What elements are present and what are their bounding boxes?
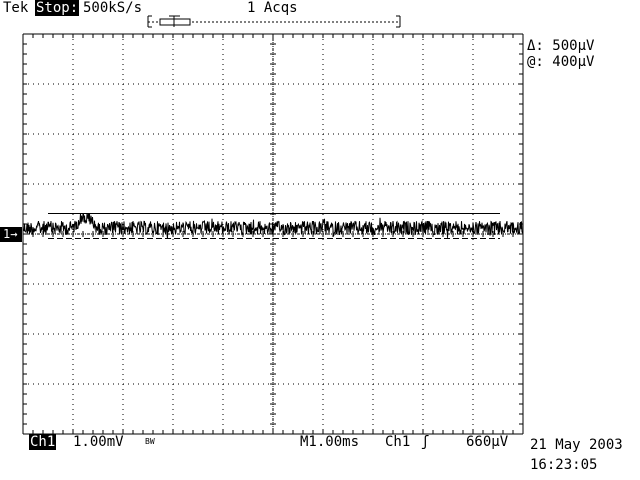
record-length-bar xyxy=(147,15,401,28)
cursor-delta-readout: Δ: 500µV xyxy=(527,38,595,54)
acquisition-count: 1 Acqs xyxy=(247,0,298,16)
graticule xyxy=(22,33,524,435)
cursor-lines[interactable] xyxy=(48,213,500,239)
run-state-badge[interactable]: Stop: xyxy=(35,0,80,16)
timebase-readout: M1.00ms xyxy=(300,434,360,450)
arrow-right-icon: → xyxy=(10,227,18,241)
channel-1-label[interactable]: Ch1 xyxy=(29,434,57,450)
date-stamp: 21 May 2003 xyxy=(530,437,623,453)
bandwidth-limit-indicator: BW xyxy=(145,437,155,446)
time-stamp: 16:23:05 xyxy=(530,457,598,473)
brand-label: Tek xyxy=(3,0,29,16)
cursor-position-readout: @: 400µV xyxy=(527,54,595,70)
volts-per-div-readout: 1.00mV xyxy=(73,434,124,450)
rising-edge-trigger-icon: ʃ xyxy=(421,434,430,450)
channel-marker-number: 1 xyxy=(3,227,11,241)
channel-1-trace xyxy=(22,213,524,239)
trigger-level-readout: 660µV xyxy=(466,434,509,450)
trigger-source-readout: Ch1 xyxy=(385,434,411,450)
channel-1-ground-marker[interactable]: 1→ xyxy=(0,227,22,242)
sample-rate-readout: 500kS/s xyxy=(83,0,143,16)
